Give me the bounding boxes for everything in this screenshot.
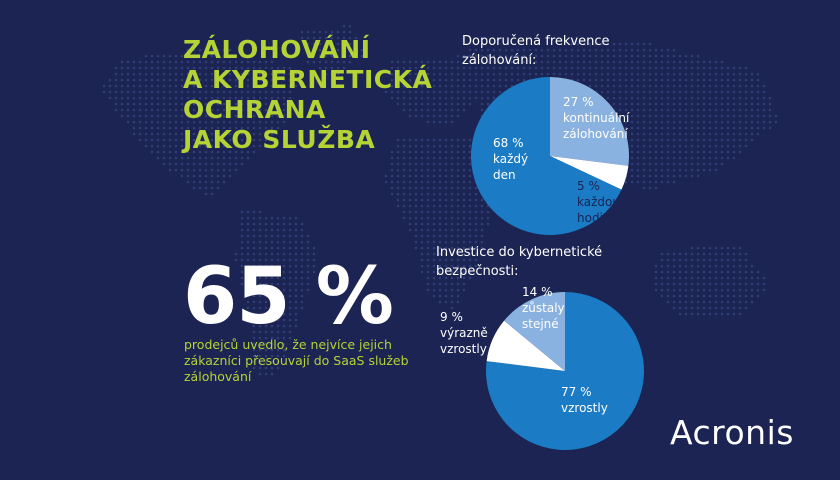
headline-line: JAKO SLUŽBA (183, 125, 376, 154)
pie-slice (550, 77, 629, 166)
pie-slice (471, 77, 622, 235)
slice-label: 14 % zůstaly stejné (522, 285, 565, 331)
stat-value: 65 % (183, 252, 394, 342)
slice-label: 27 % kontinuální zálohování (563, 95, 630, 141)
slice-label: 9 % výrazně vzrostly (440, 310, 488, 356)
slice-label: 68 % každý den (493, 136, 529, 182)
pie-slice (486, 320, 565, 371)
chart-title-security-investment: Investice do kybernetické bezpečnosti: (436, 245, 603, 279)
pie-slice (504, 292, 565, 371)
stat-description: prodejců uvedlo, že nejvíce jejich zákaz… (184, 337, 409, 384)
slice-label: 5 % každou hodinu (577, 179, 620, 225)
headline-line: OCHRANA (183, 95, 326, 124)
headline-line: ZÁLOHOVÁNÍ (183, 35, 371, 64)
headline-line: A KYBERNETICKÁ (183, 65, 433, 94)
pie-slice (550, 156, 629, 190)
slice-label: 77 % vzrostly (561, 385, 608, 415)
acronis-logo: Acronis (670, 413, 794, 452)
pie-chart-security-investment (486, 292, 644, 450)
pie-chart-backup-frequency (471, 77, 629, 235)
headline: ZÁLOHOVÁNÍ A KYBERNETICKÁ OCHRANA JAKO S… (183, 35, 443, 155)
chart-title-backup-frequency: Doporučená frekvence zálohování: (462, 34, 610, 68)
